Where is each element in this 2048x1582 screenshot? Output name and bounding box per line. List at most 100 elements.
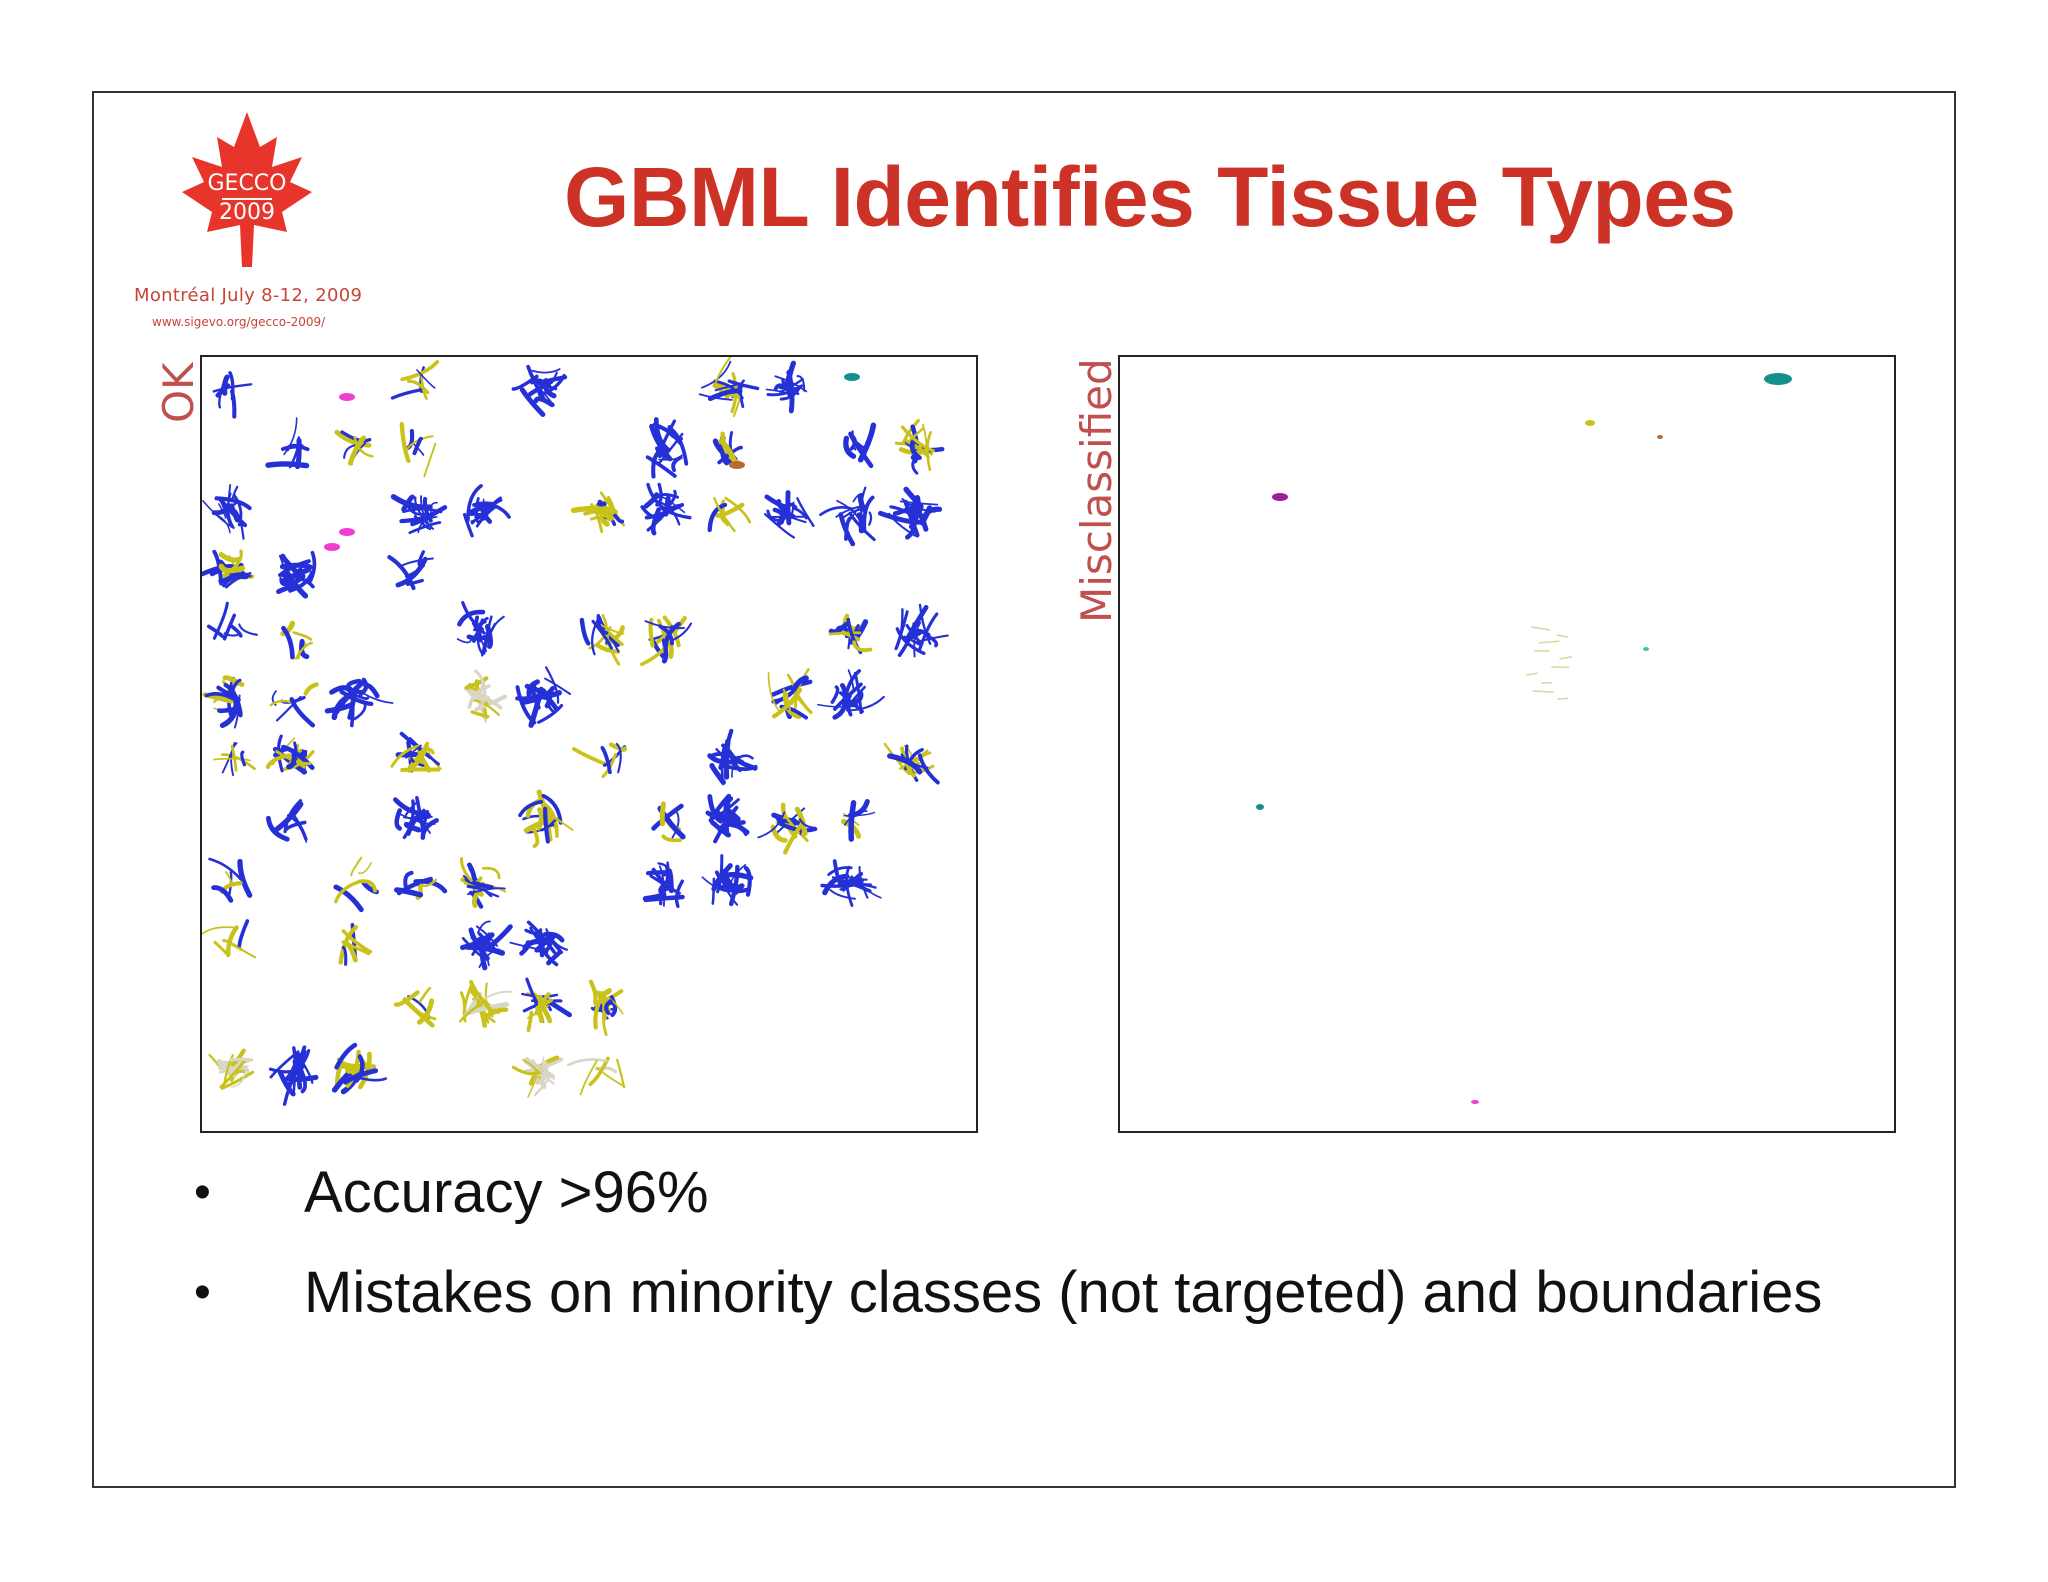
tissue-core xyxy=(841,798,876,842)
tissue-core xyxy=(387,550,434,591)
misclassified-fragment xyxy=(1471,1100,1479,1104)
tissue-core xyxy=(712,431,743,467)
ok-tissue-image xyxy=(202,357,949,1106)
tissue-core xyxy=(765,360,808,414)
tissue-core xyxy=(828,613,873,655)
misclassified-panel xyxy=(1118,355,1896,1133)
tissue-core xyxy=(767,668,813,720)
tissue-core xyxy=(511,364,568,417)
tissue-core xyxy=(588,979,624,1036)
misclassified-tissue-image xyxy=(1256,373,1792,1104)
tissue-core xyxy=(338,923,373,966)
tissue-core xyxy=(213,741,256,777)
tissue-core xyxy=(707,496,752,533)
tissue-core xyxy=(707,728,758,786)
tissue-core xyxy=(333,856,379,913)
tissue-core xyxy=(820,859,882,907)
tissue-core xyxy=(894,603,949,658)
tissue-core xyxy=(640,615,693,667)
tissue-core xyxy=(324,677,394,728)
misclassified-fragment xyxy=(1643,647,1649,651)
tissue-fragment xyxy=(339,528,355,536)
tissue-core xyxy=(265,734,315,775)
tissue-fragment xyxy=(339,393,355,401)
misclassified-fragment xyxy=(1657,435,1663,439)
tissue-core xyxy=(206,601,258,641)
bullet-accuracy: • Accuracy >96% xyxy=(194,1160,709,1225)
tissue-core xyxy=(269,682,319,728)
tissue-core xyxy=(843,422,877,469)
tissue-core xyxy=(877,486,943,540)
misclassified-fragment xyxy=(1585,420,1595,426)
tissue-fragment xyxy=(729,461,745,469)
tissue-core xyxy=(572,742,627,778)
misclassified-fragment xyxy=(1556,634,1569,638)
tissue-core xyxy=(265,417,310,470)
tissue-core xyxy=(459,980,513,1028)
tissue-core xyxy=(208,857,253,903)
logo-text-bottom: 2009 xyxy=(219,200,275,225)
tissue-core xyxy=(390,360,440,400)
tissue-core xyxy=(280,620,314,660)
tissue-core xyxy=(276,550,317,599)
ok-classification-panel xyxy=(200,355,978,1133)
tissue-core xyxy=(393,796,439,840)
tissue-core xyxy=(521,977,572,1032)
tissue-core xyxy=(394,870,448,900)
misclassified-fragment xyxy=(1559,656,1573,660)
tissue-core xyxy=(460,920,513,971)
tissue-core xyxy=(208,1048,255,1090)
tissue-fragment xyxy=(844,373,860,381)
misclassified-fragment xyxy=(1764,373,1792,385)
tissue-core xyxy=(399,421,437,478)
bullet-mistakes: • Mistakes on minority classes (not targe… xyxy=(194,1260,1823,1325)
tissue-core xyxy=(817,669,885,720)
tissue-core xyxy=(515,666,572,728)
tissue-core xyxy=(268,1045,319,1106)
tissue-core xyxy=(462,484,511,538)
tissue-core xyxy=(757,802,818,855)
tissue-core xyxy=(202,675,245,729)
bullet-text: Mistakes on minority classes (not target… xyxy=(304,1260,1823,1325)
maple-leaf-icon: GECCO 2009 xyxy=(182,112,312,267)
tissue-core xyxy=(393,986,437,1028)
tissue-core xyxy=(819,486,876,547)
ok-axis-label: OK xyxy=(154,362,203,423)
misclassified-fragment xyxy=(1532,690,1554,693)
misclassified-fragment xyxy=(1538,640,1560,644)
bullet-text: Accuracy >96% xyxy=(304,1160,709,1225)
logo-date-line: Montréal July 8-12, 2009 xyxy=(134,285,363,306)
tissue-core xyxy=(894,419,945,475)
misclassified-fragment xyxy=(1531,626,1551,631)
tissue-core xyxy=(701,854,754,907)
tissue-fragment xyxy=(324,543,340,551)
tissue-core xyxy=(456,601,505,657)
tissue-core xyxy=(331,1042,388,1095)
tissue-core xyxy=(265,799,308,843)
tissue-core xyxy=(202,484,252,540)
tissue-core xyxy=(763,490,815,539)
logo-text-top: GECCO xyxy=(208,171,287,196)
logo-url-line: www.sigevo.org/gecco-2009/ xyxy=(152,315,326,329)
tissue-core xyxy=(567,1056,626,1096)
tissue-core xyxy=(463,669,507,723)
tissue-core xyxy=(698,357,760,418)
misclassified-fragment xyxy=(1272,493,1288,501)
misclassified-axis-label: Misclassified xyxy=(1072,358,1121,623)
tissue-core xyxy=(570,491,625,534)
tissue-core xyxy=(202,919,257,959)
tissue-core xyxy=(883,742,940,785)
gecco-logo: GECCO 2009 Montréal July 8-12, 2009 www.… xyxy=(112,107,392,329)
misclassified-fragment xyxy=(1256,804,1264,810)
tissue-core xyxy=(518,789,574,848)
misclassified-fragment xyxy=(1526,672,1538,676)
slide-title: GBML Identifies Tissue Types xyxy=(564,150,1736,244)
tissue-core xyxy=(212,371,253,419)
tissue-core xyxy=(651,801,686,843)
tissue-core xyxy=(390,731,442,773)
tissue-core xyxy=(640,482,692,536)
tissue-core xyxy=(202,549,255,589)
slide-frame: GECCO 2009 Montréal July 8-12, 2009 www.… xyxy=(92,91,1956,1488)
tissue-core xyxy=(579,613,625,666)
tissue-core xyxy=(511,1055,564,1098)
